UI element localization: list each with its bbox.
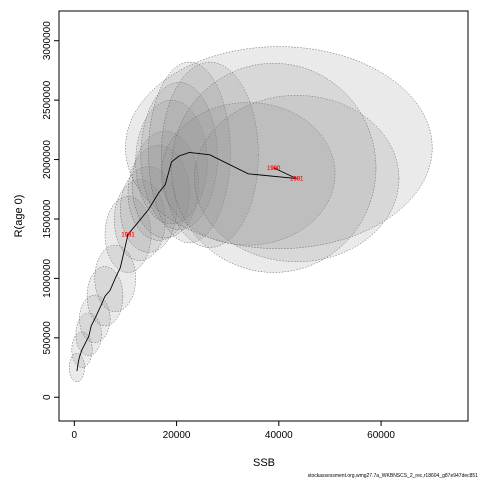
point-label: 1991 xyxy=(121,232,135,238)
x-tick-label: 40000 xyxy=(265,430,293,441)
point-label: 1980 xyxy=(267,166,281,172)
y-tick-label: 1000000 xyxy=(42,258,53,297)
y-tick-label: 500000 xyxy=(42,321,53,355)
y-axis: 0 500000 1000000 1500000 2000000 2500000 30000… xyxy=(42,21,59,400)
point-label: 1991 xyxy=(121,232,135,238)
point-label: 1981 xyxy=(290,177,304,183)
uncertainty-ellipse xyxy=(125,46,433,249)
point-label: 1980 xyxy=(267,166,281,172)
x-tick-label: 20000 xyxy=(163,430,191,441)
trajectory-path xyxy=(76,151,297,372)
x-tick-label: 60000 xyxy=(367,430,395,441)
y-tick-label: 2500000 xyxy=(42,80,53,119)
y-axis-title: R(age 0) xyxy=(13,195,25,238)
y-tick-label: 0 xyxy=(42,394,53,400)
uncertainty-ellipse xyxy=(75,312,102,356)
y-tick-label: 2000000 xyxy=(42,140,53,179)
trajectory-line xyxy=(76,151,297,372)
x-axis: 0 20000 40000 60000 xyxy=(72,420,395,441)
y-tick-label: 3000000 xyxy=(42,21,53,60)
x-axis-title: SSB xyxy=(253,457,275,469)
y-tick-label: 1500000 xyxy=(42,199,53,238)
footer-caption: stockassessment.org,wmg27.7a_WKBNSCS_2_r… xyxy=(308,473,479,479)
x-tick-label: 0 xyxy=(72,430,78,441)
point-label: 1981 xyxy=(290,177,304,183)
uncertainty-ellipse xyxy=(68,353,85,383)
uncertainty-ellipses xyxy=(68,46,433,383)
